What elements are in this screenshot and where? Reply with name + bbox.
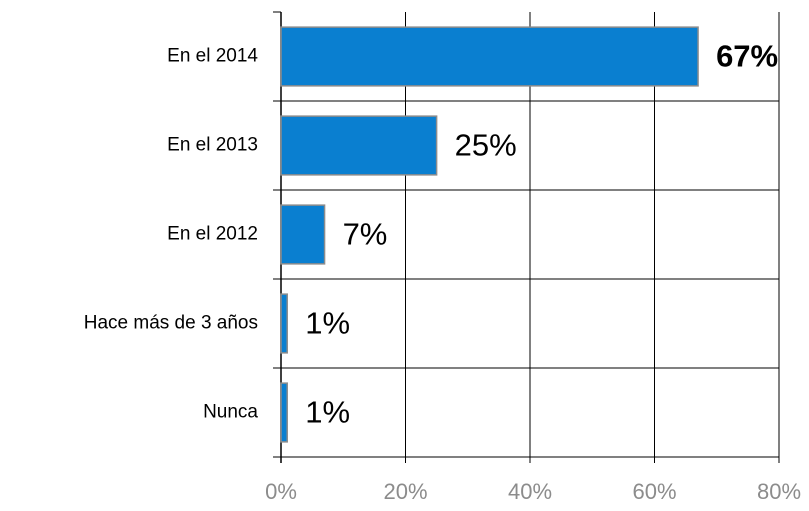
value-label: 7% — [343, 217, 388, 252]
x-tick-label: 60% — [632, 479, 676, 504]
x-tick-label: 20% — [383, 479, 427, 504]
category-label: Nunca — [203, 402, 258, 423]
x-tick-label: 0% — [265, 479, 297, 504]
category-label: Hace más de 3 años — [84, 313, 258, 334]
bar — [280, 115, 438, 176]
category-label: En el 2012 — [167, 224, 258, 245]
bar — [280, 26, 699, 87]
value-label: 67% — [716, 39, 778, 74]
value-label: 25% — [455, 128, 517, 163]
bar — [280, 204, 326, 265]
value-label: 1% — [305, 306, 350, 341]
bar — [280, 293, 288, 354]
category-label: En el 2014 — [167, 46, 258, 67]
value-label: 1% — [305, 395, 350, 430]
category-label: En el 2013 — [167, 135, 258, 156]
x-tick-label: 80% — [757, 479, 801, 504]
bar — [280, 382, 288, 443]
x-tick-label: 40% — [508, 479, 552, 504]
